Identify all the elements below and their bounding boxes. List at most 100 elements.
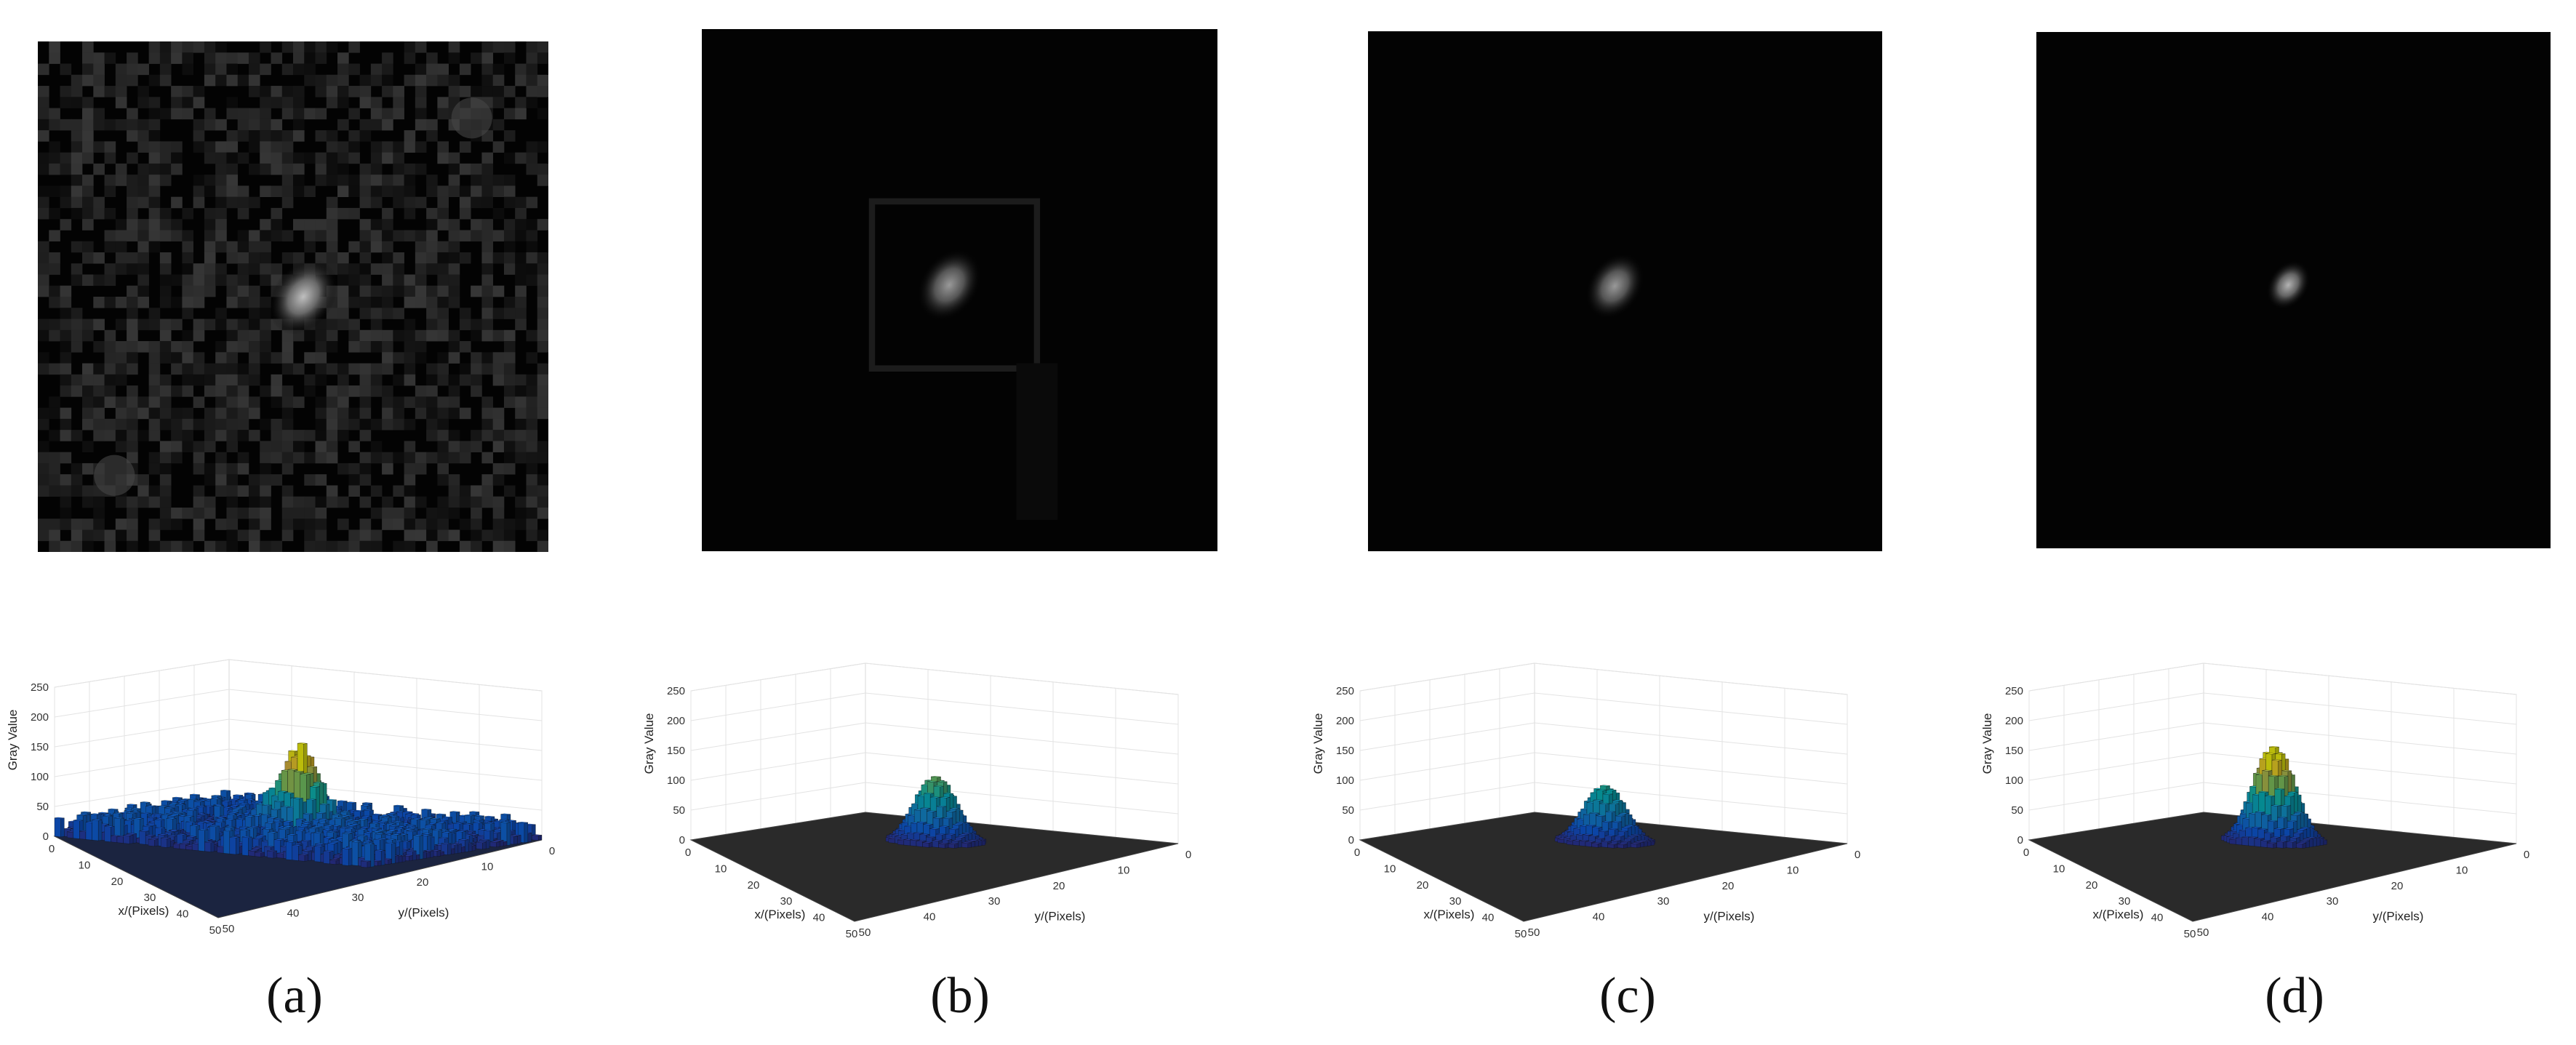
noise-pixel: [104, 241, 116, 253]
noise-pixel: [49, 430, 60, 441]
z-gridline: [2028, 722, 2204, 751]
noise-pixel: [481, 407, 494, 420]
noise-pixel: [393, 507, 404, 519]
noise-pixel: [171, 363, 183, 375]
noise-pixel: [127, 441, 138, 453]
noise-pixel: [60, 407, 72, 420]
noise-pixel: [515, 407, 527, 420]
noise-pixel: [148, 74, 161, 87]
noise-pixel: [127, 319, 138, 331]
noise-pixel: [204, 230, 216, 242]
noise-pixel: [426, 452, 438, 464]
noise-pixel: [526, 74, 538, 87]
bar3d: [329, 859, 340, 865]
noise-pixel: [293, 152, 305, 164]
noise-pixel: [226, 141, 239, 153]
noise-pixel: [182, 207, 194, 220]
noise-pixel: [193, 463, 205, 475]
noise-pixel: [492, 185, 505, 198]
noise-pixel: [370, 441, 383, 453]
noise-pixel: [215, 274, 227, 287]
noise-pixel: [237, 207, 249, 220]
noise-pixel: [481, 152, 494, 164]
noise-pixel: [426, 374, 438, 386]
noise-pixel: [437, 219, 449, 231]
noise-pixel: [415, 385, 427, 397]
noise-pixel: [426, 219, 438, 231]
noise-pixel: [159, 452, 172, 464]
noise-pixel: [137, 241, 149, 253]
noise-pixel: [448, 297, 460, 308]
z-tick-label: 200: [31, 711, 49, 724]
noise-pixel: [526, 141, 538, 153]
noise-pixel: [415, 285, 427, 297]
x-tick-label: 20: [748, 879, 760, 892]
noise-pixel: [481, 329, 494, 342]
noise-pixel: [382, 519, 393, 530]
noise-pixel: [492, 374, 505, 386]
noise-pixel: [204, 63, 216, 76]
noise-pixel: [93, 74, 105, 87]
noise-pixel: [148, 485, 161, 497]
noise-pixel: [370, 74, 383, 87]
z-tick-label: 150: [1336, 745, 1354, 757]
noise-pixel: [159, 496, 172, 508]
x-tick-label: 0: [685, 846, 691, 859]
noise-pixel: [226, 519, 239, 530]
noise-pixel: [148, 207, 161, 220]
noise-pixel: [49, 519, 60, 530]
noise-pixel: [359, 308, 372, 319]
noise-pixel: [260, 540, 271, 552]
noise-pixel: [393, 152, 404, 164]
noise-pixel: [49, 474, 60, 486]
noise-pixel: [492, 285, 505, 297]
noise-pixel: [437, 363, 449, 375]
noise-pixel: [127, 108, 138, 120]
noise-pixel: [415, 41, 427, 53]
noise-pixel: [437, 185, 449, 198]
y-tick-label: 40: [924, 911, 936, 924]
y-axis-label: y/(Pixels): [2373, 910, 2424, 924]
noise-pixel: [359, 230, 372, 242]
y-tick-label: 0: [2524, 849, 2529, 861]
noise-pixel: [382, 141, 393, 153]
noise-pixel: [304, 41, 316, 53]
noise-pixel: [137, 219, 149, 231]
noise-pixel: [38, 207, 49, 220]
noise-pixel: [148, 519, 161, 530]
noise-pixel: [38, 86, 49, 97]
noise-pixel: [370, 529, 383, 542]
noise-pixel: [337, 519, 349, 530]
noise-pixel: [426, 207, 438, 220]
noise-pixel: [382, 507, 393, 519]
noise-pixel: [481, 297, 494, 308]
noise-pixel: [281, 97, 294, 108]
noise-pixel: [248, 430, 260, 441]
noise-pixel: [503, 341, 516, 353]
noise-pixel: [393, 185, 404, 198]
noise-pixel: [426, 63, 438, 76]
bar3d: [2296, 842, 2306, 849]
noise-pixel: [515, 63, 527, 76]
noise-pixel: [437, 308, 449, 319]
noise-pixel: [304, 529, 316, 542]
noise-pixel: [182, 63, 194, 76]
y-tick-label: 0: [549, 845, 555, 857]
noise-pixel: [60, 474, 72, 486]
noise-pixel: [271, 374, 283, 386]
noise-pixel: [304, 74, 316, 87]
z-gridline: [1359, 662, 1535, 692]
noise-pixel: [60, 63, 72, 76]
noise-pixel: [204, 141, 216, 153]
noise-pixel: [471, 196, 482, 209]
noise-pixel: [315, 430, 327, 441]
noise-pixel: [38, 329, 49, 342]
noise-pixel: [137, 319, 149, 331]
noise-pixel: [171, 230, 183, 242]
noise-pixel: [226, 507, 239, 519]
noise-pixel: [193, 363, 205, 375]
noise-pixel: [471, 519, 482, 530]
noise-pixel: [148, 219, 161, 231]
noise-pixel: [127, 196, 138, 209]
noise-pixel: [315, 474, 327, 486]
